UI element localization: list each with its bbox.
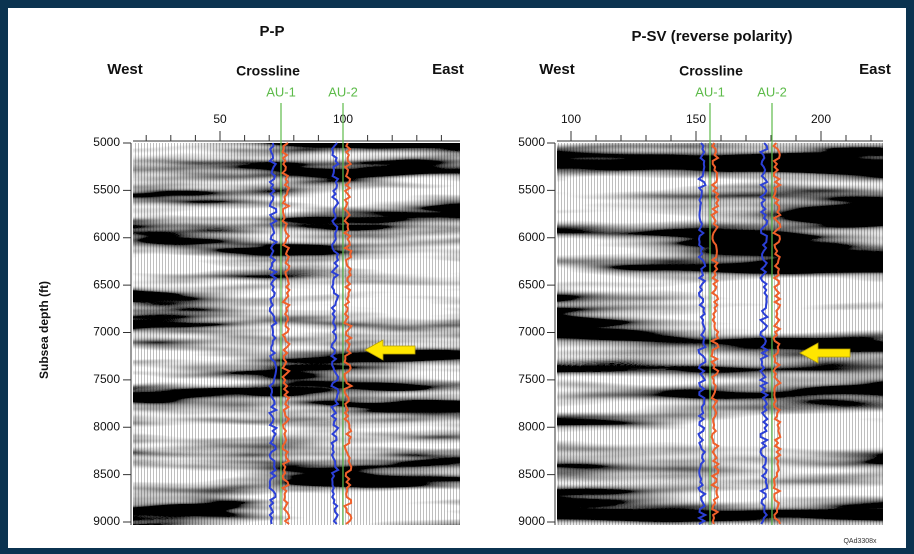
y-tick-label: 6000 <box>93 230 120 244</box>
well-log <box>267 142 279 525</box>
y-tick-label: 5000 <box>518 135 545 149</box>
y-tick-label: 8500 <box>518 467 545 481</box>
y-tick-label: 6500 <box>93 277 120 291</box>
y-tick-label: 7000 <box>93 325 120 339</box>
trace-overlay <box>133 143 460 525</box>
y-axis-label: Subsea depth (ft) <box>37 281 51 379</box>
y-tick-label: 6500 <box>518 277 545 291</box>
well-log <box>696 142 708 525</box>
y-tick-label: 5500 <box>93 183 120 197</box>
y-tick-label: 9000 <box>518 514 545 528</box>
well-label: AU-1 <box>266 84 296 99</box>
well-log <box>342 142 354 525</box>
y-tick-label: 8000 <box>518 419 545 433</box>
x-tick-label: 100 <box>561 112 581 126</box>
x-tick-label: 150 <box>686 112 706 126</box>
west-label: West <box>107 61 143 78</box>
well-log <box>709 142 721 525</box>
well-label: AU-2 <box>757 84 787 99</box>
y-tick-label: 7500 <box>518 372 545 386</box>
well-label: AU-2 <box>328 84 358 99</box>
y-tick-label: 5500 <box>518 183 545 197</box>
well-log <box>771 142 783 525</box>
arrow <box>364 339 416 361</box>
well-label: AU-1 <box>695 84 725 99</box>
east-label: East <box>432 61 464 78</box>
west-label: West <box>539 61 575 78</box>
crossline-label: Crossline <box>679 63 743 79</box>
well-log <box>758 142 770 525</box>
x-tick-label: 50 <box>213 112 227 126</box>
crossline-label: Crossline <box>236 63 300 79</box>
panel-title: P-SV (reverse polarity) <box>632 28 793 45</box>
y-tick-label: 7500 <box>93 372 120 386</box>
y-tick-label: 6000 <box>518 230 545 244</box>
figure-id: QAd3308x <box>843 538 877 545</box>
arrow <box>799 342 851 364</box>
panel-title: P-P <box>259 23 284 40</box>
well-log <box>329 142 340 525</box>
y-tick-label: 8500 <box>93 467 120 481</box>
east-label: East <box>859 61 891 78</box>
y-tick-label: 7000 <box>518 325 545 339</box>
y-tick-label: 8000 <box>93 419 120 433</box>
y-tick-label: 5000 <box>93 135 120 149</box>
x-tick-label: 200 <box>811 112 831 126</box>
trace-overlay <box>557 143 883 525</box>
y-tick-label: 9000 <box>93 514 120 528</box>
well-log <box>280 142 291 525</box>
